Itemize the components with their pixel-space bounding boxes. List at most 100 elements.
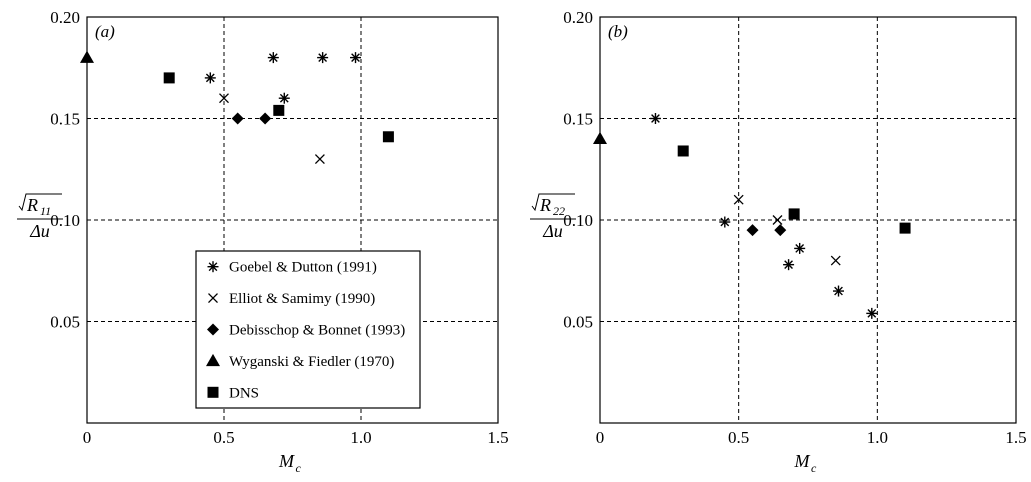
- series-square: [163, 72, 394, 143]
- data-point: [774, 224, 787, 237]
- marker-stroke: [208, 262, 218, 272]
- data-point: [833, 285, 845, 297]
- data-point: [382, 131, 394, 143]
- series-diamond: [231, 112, 272, 125]
- marker-shape: [231, 112, 244, 125]
- panel-label: (b): [608, 22, 628, 41]
- x-tick-label: 1.0: [350, 428, 371, 447]
- marker-shape: [206, 353, 220, 367]
- y-label-numerator: R: [26, 195, 38, 215]
- marker-stroke: [834, 286, 843, 296]
- data-point: [830, 255, 841, 266]
- marker-stroke: [318, 53, 328, 62]
- data-point: [746, 224, 759, 237]
- marker-shape: [899, 222, 911, 234]
- marker-shape: [774, 224, 787, 237]
- data-point: [733, 194, 744, 205]
- marker-shape: [80, 50, 94, 63]
- x-axis-label-subscript: c: [296, 461, 302, 475]
- data-point: [80, 50, 94, 63]
- marker-stroke: [314, 154, 325, 165]
- data-point: [677, 145, 689, 157]
- legend-entry-label: Goebel & Dutton (1991): [229, 260, 377, 276]
- legend-marker: [206, 353, 220, 367]
- x-axis-label-subscript: c: [811, 461, 817, 475]
- marker-shape: [207, 323, 219, 336]
- legend-box: [195, 250, 421, 409]
- data-point: [219, 93, 229, 104]
- y-label-numerator: R: [539, 195, 551, 215]
- y-label-denominator: Δu: [542, 221, 563, 241]
- y-tick-label: 0.05: [563, 313, 593, 332]
- legend-marker: [207, 261, 219, 273]
- data-point: [231, 112, 244, 125]
- sqrt-sign: [18, 193, 62, 212]
- data-point: [649, 113, 661, 124]
- series-triangle: [80, 50, 94, 63]
- legend-entry-label: DNS: [229, 385, 259, 401]
- legend-entry-label: Debisschop & Bonnet (1993): [229, 323, 405, 339]
- series-asterisk: [204, 52, 362, 104]
- legend-marker: [207, 386, 219, 398]
- series-cross: [219, 93, 325, 165]
- marker-stroke: [733, 194, 744, 205]
- legend-entry-label: Wyganski & Fiedler (1970): [229, 354, 394, 370]
- legend-entry-label: Elliot & Samimy (1990): [229, 291, 375, 307]
- legend-marker: [208, 293, 218, 304]
- series-cross: [733, 194, 841, 266]
- data-point: [267, 52, 279, 64]
- marker-shape: [788, 208, 800, 220]
- y-tick-label: 0.10: [50, 211, 80, 230]
- marker-stroke: [720, 217, 730, 227]
- data-point: [259, 112, 272, 125]
- marker-stroke: [795, 244, 805, 253]
- data-point: [772, 215, 783, 225]
- marker-shape: [593, 131, 607, 145]
- y-tick-label: 0.15: [50, 110, 80, 129]
- data-point: [866, 307, 878, 319]
- series-square: [677, 145, 911, 234]
- y-label-numerator-subscript: 11: [40, 204, 51, 218]
- data-point: [317, 52, 329, 64]
- marker-stroke: [784, 260, 793, 270]
- marker-shape: [677, 145, 689, 157]
- x-axis-label: M: [794, 451, 811, 471]
- x-tick-label: 0.5: [728, 428, 749, 447]
- marker-stroke: [268, 53, 278, 62]
- y-axis-label: R 11 Δu: [17, 193, 63, 241]
- marker-stroke: [219, 93, 229, 104]
- y-tick-label: 0.10: [563, 211, 593, 230]
- panel-label: (a): [95, 22, 115, 41]
- marker-shape: [382, 131, 394, 143]
- marker-shape: [746, 224, 759, 237]
- panel-b: 0 0.5 1.0 1.5 0.05 0.10 0.15 0.20 (b) M c R 22 Δu: [530, 8, 1027, 475]
- plot-frame: [86, 16, 499, 424]
- marker-shape: [273, 104, 285, 116]
- legend: Goebel & Dutton (1991) Elliot & Samimy (1…: [195, 250, 421, 409]
- data-point: [204, 72, 216, 84]
- marker-stroke: [279, 93, 289, 103]
- data-point: [783, 259, 795, 271]
- marker-shape: [207, 386, 219, 398]
- x-tick-label: 1.5: [1005, 428, 1026, 447]
- data-point: [719, 216, 731, 228]
- y-tick-label: 0.20: [563, 8, 593, 27]
- data-point: [899, 222, 911, 234]
- x-tick-label: 1.5: [487, 428, 508, 447]
- series-asterisk: [649, 113, 878, 319]
- marker-stroke: [830, 255, 841, 266]
- y-axis-label: R 22 Δu: [530, 193, 576, 241]
- data-point: [314, 154, 325, 165]
- x-tick-label: 1.0: [867, 428, 888, 447]
- marker-shape: [259, 112, 272, 125]
- marker-stroke: [208, 293, 218, 304]
- marker-stroke: [205, 73, 215, 83]
- data-point: [273, 104, 285, 116]
- legend-marker: [207, 323, 219, 336]
- data-point: [350, 52, 362, 64]
- series-triangle: [593, 131, 607, 145]
- y-tick-label: 0.05: [50, 313, 80, 332]
- data-point: [794, 242, 806, 254]
- series-diamond: [746, 224, 787, 237]
